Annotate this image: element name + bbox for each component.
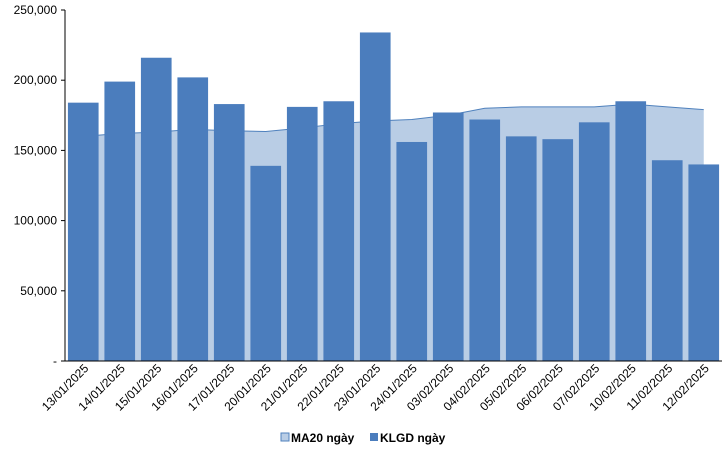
bar-13/01/2025 [67, 102, 99, 361]
legend-label-ma20: MA20 ngày [291, 431, 355, 445]
bar-10/02/2025 [615, 101, 647, 361]
bar-05/02/2025 [505, 136, 537, 361]
bar-20/01/2025 [250, 165, 282, 361]
y-tick-label: - [53, 354, 57, 368]
bar-11/02/2025 [651, 160, 683, 361]
ma20-area [83, 104, 704, 361]
legend-label-klgd: KLGD ngày [380, 431, 446, 445]
bar-21/01/2025 [286, 106, 318, 361]
bar-06/02/2025 [542, 139, 574, 361]
y-tick-label: 250,000 [14, 3, 58, 17]
bar-07/02/2025 [578, 122, 610, 361]
bar-15/01/2025 [140, 57, 172, 362]
bar-14/01/2025 [104, 81, 136, 361]
bar-04/02/2025 [469, 119, 501, 361]
y-tick-label: 100,000 [14, 214, 58, 228]
bar-03/02/2025 [432, 112, 464, 362]
bar-16/01/2025 [177, 77, 209, 361]
y-tick-label: 50,000 [20, 284, 57, 298]
legend-swatch-ma20 [280, 432, 290, 442]
bar-22/01/2025 [323, 101, 355, 361]
y-tick-label: 200,000 [14, 73, 58, 87]
y-tick-label: 150,000 [14, 143, 58, 157]
bar-12/02/2025 [688, 164, 720, 361]
legend-swatch-klgd [370, 433, 378, 441]
bar-23/01/2025 [359, 32, 391, 362]
bar-24/01/2025 [396, 141, 428, 361]
bar-17/01/2025 [213, 104, 245, 361]
